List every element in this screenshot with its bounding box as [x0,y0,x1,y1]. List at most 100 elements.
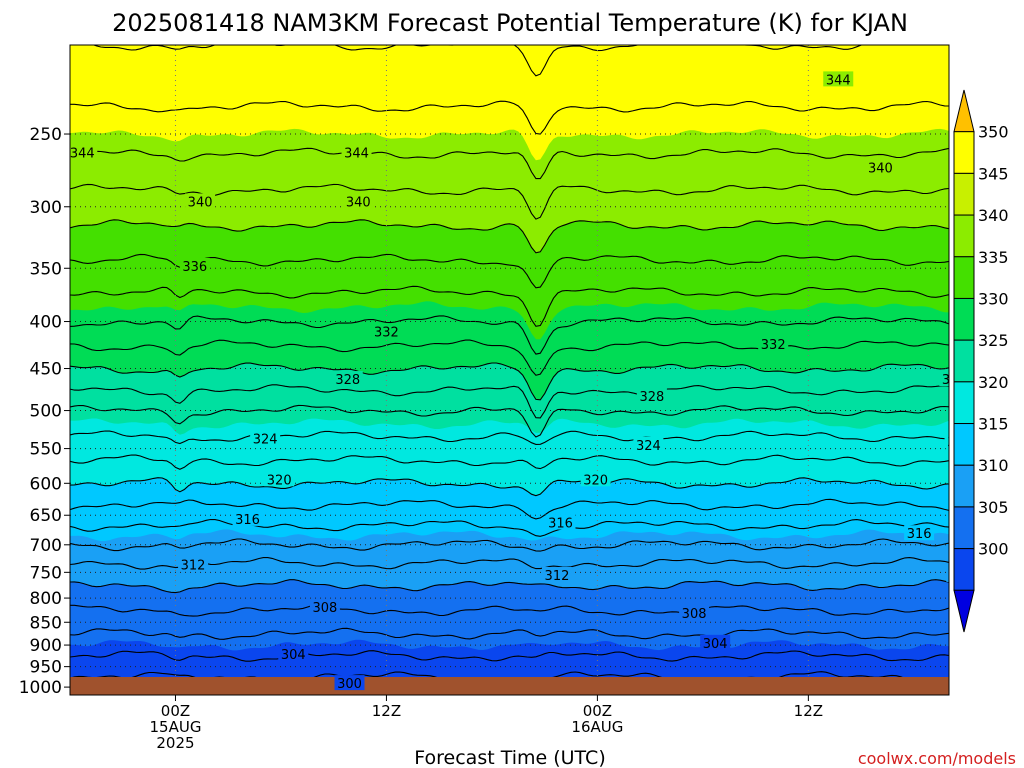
contour-label: 308 [682,607,707,622]
colorbar-label: 305 [978,498,1009,517]
contour-label-bg [944,433,949,449]
contour-label: 328 [639,390,664,405]
contour-300 [70,720,949,732]
contour-label-bg [343,193,374,209]
x-tick-label: 00Z [161,702,190,720]
contour-label: 340 [346,195,371,210]
contour-328 [70,384,949,419]
contour-label-bg [70,144,98,160]
colorbar-segment [953,339,975,383]
x-axis-label: Forecast Time (UTC) [414,747,605,768]
contour-label-bg [309,598,340,614]
contour-label: 308 [981,607,1006,622]
contour-label-bg [232,510,263,526]
colorbar-label: 315 [978,415,1009,434]
contour-label: 324 [253,432,278,447]
contour-label-bg [823,71,854,87]
y-tick-label: 700 [30,536,62,556]
contour-344 [70,147,949,180]
contour-label: 328 [335,373,360,388]
colorbar: 300 305 310 315 320 325 330 335 340 345 350 [953,89,1009,633]
contour-label: 332 [761,338,786,353]
credit-text: coolwx.com/models [858,749,1016,768]
contour-label: 344 [70,147,95,162]
surface-ground [70,677,949,695]
y-tick-label: 1000 [19,678,62,698]
x-tick-label: 15AUG [150,718,202,736]
y-tick-label: 550 [30,440,62,460]
y-tick-label: 800 [30,589,62,609]
x-tick-label: 12Z [372,702,401,720]
contour-324 [70,430,949,445]
contour-306 [70,627,949,640]
contour-label-bg [633,436,664,452]
colorbar-segment [953,464,975,508]
contour-label: 316 [235,513,260,528]
contour-label: 344 [344,147,369,162]
x-tick-label: 12Z [794,702,823,720]
contour-340 [70,219,949,254]
contour-label: 312 [181,558,206,573]
y-tick-label: 450 [30,360,62,380]
contour-326 [70,404,949,438]
colorbar-label: 300 [978,540,1009,559]
colorbar-segment [953,548,975,591]
colorbar-label: 350 [978,123,1009,142]
contour-label: 340 [868,162,893,177]
colorbar-label: 320 [978,373,1009,392]
contour-label: 344 [826,73,851,88]
contour-310 [70,579,949,594]
x-tick-label: 16AUG [571,718,623,736]
contour-label-bg [946,566,949,582]
y-tick-label: 650 [30,506,62,526]
contour-320 [70,477,949,497]
y-tick-label: 250 [30,125,62,145]
contour-label-bg [636,387,667,403]
contour-338 [70,253,949,289]
contour-label: 340 [188,195,213,210]
plot-frame [69,44,950,696]
contour-330 [70,362,949,401]
colorbar-segment [953,381,975,425]
y-tick-label: 600 [30,474,62,494]
contour-lines [70,45,949,732]
plot-area: 3443443443403403403363363323323283283283… [70,45,1006,732]
contour-label: 304 [281,648,306,663]
contour-label: 324 [947,435,972,450]
contour-label: 304 [703,637,728,652]
colorbar-segment [953,506,975,550]
contour-label: 300 [337,677,362,692]
contour-label: 332 [374,325,399,340]
colorbar-segment [953,131,975,174]
contour-label-bg [865,159,896,175]
colorbar-segment [953,214,975,258]
colorbar-extend-top [953,89,975,133]
y-tick-label: 850 [30,613,62,633]
contour-label-bg [904,525,935,541]
y-tick-label: 950 [30,658,62,678]
contour-label-bg [250,430,281,446]
contour-342 [70,183,949,220]
contour-label-bg [334,675,365,691]
contour-label-bg [758,335,789,351]
contour-label: 316 [548,517,573,532]
contour-label-bg [179,257,210,273]
contour-labels: 3443443443403403403363363323323283283283… [70,71,1006,692]
filled-contours [70,45,949,695]
chart-title: 2025081418 NAM3KM Forecast Potential Tem… [112,9,908,37]
colorbar-label: 340 [978,206,1009,225]
contour-346 [70,100,949,135]
y-tick-label: 350 [30,259,62,279]
contour-label: 320 [267,473,292,488]
colorbar-segment [953,256,975,299]
colorbar-label: 325 [978,331,1009,350]
colorbar-label: 310 [978,456,1009,475]
contour-label: 324 [636,439,661,454]
colorbar-label: 345 [978,164,1009,183]
contour-label-bg [278,645,309,661]
contour-label: 312 [545,569,570,584]
colorbar-segment [953,297,975,341]
x-tick-label: 2025 [156,734,194,752]
